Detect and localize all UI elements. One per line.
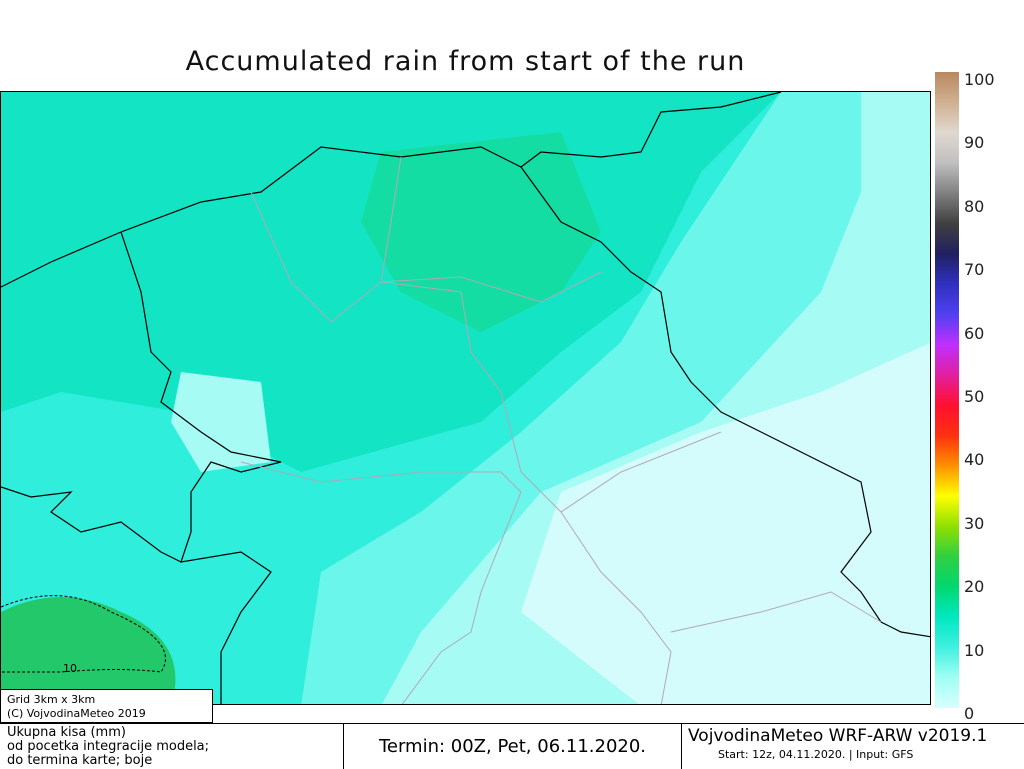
region-border	[560, 511, 672, 704]
region-border	[240, 461, 522, 704]
description-line: Ukupna kisa (mm)	[7, 725, 126, 740]
colorbar-tick-label: 100	[964, 70, 995, 89]
model-name: VojvodinaMeteo WRF-ARW v2019.1	[688, 726, 988, 746]
country-border	[520, 166, 930, 638]
description-cell: Ukupna kisa (mm) od pocetka integracije …	[0, 724, 344, 769]
copyright: (C) VojvodinaMeteo 2019	[7, 707, 146, 720]
region-border	[380, 156, 722, 513]
light-region	[521, 342, 930, 704]
description-line: do termina karte; boje	[7, 753, 153, 768]
country-border	[1, 486, 182, 563]
region-border	[670, 591, 882, 633]
colorbar	[935, 72, 959, 708]
run-info: Start: 12z, 04.11.2020. | Input: GFS	[718, 748, 914, 761]
description-line: od pocetka integracije modela;	[7, 739, 210, 754]
country-border	[1, 92, 782, 288]
model-info-cell: VojvodinaMeteo WRF-ARW v2019.1 Start: 12…	[682, 724, 1024, 769]
colorbar-tick-label: 50	[964, 387, 985, 406]
rainfall-map: 10	[0, 91, 931, 705]
colorbar-tick-label: 30	[964, 513, 985, 533]
valid-time: Termin: 00Z, Pet, 06.11.2020.	[344, 724, 682, 769]
colorbar-tick-label: 20	[964, 577, 985, 597]
footer: Ukupna kisa (mm) od pocetka integracije …	[0, 723, 1024, 769]
green-core	[361, 132, 601, 332]
map-title: Accumulated rain from start of the run	[185, 46, 746, 77]
contour-10	[1, 595, 166, 673]
rainfall-field: 10	[1, 92, 930, 704]
colorbar-tick-label: 60	[964, 323, 985, 343]
country-border	[120, 231, 282, 704]
colorbar-tick-label: 70	[964, 260, 985, 280]
colorbar-tick-label: 90	[964, 133, 985, 153]
grid-info-box: Grid 3km x 3km (C) VojvodinaMeteo 2019	[0, 689, 213, 723]
grid-resolution: Grid 3km x 3km	[7, 693, 96, 706]
dark-green-southwest	[1, 597, 176, 704]
contour-label: 10	[63, 662, 77, 675]
colorbar-tick-label: 80	[964, 196, 985, 216]
colorbar-tick-label: 40	[964, 450, 985, 470]
pale-blob-west	[171, 372, 271, 472]
colorbar-tick-label: 0	[964, 704, 975, 723]
colorbar-tick-label: 10	[964, 640, 985, 660]
